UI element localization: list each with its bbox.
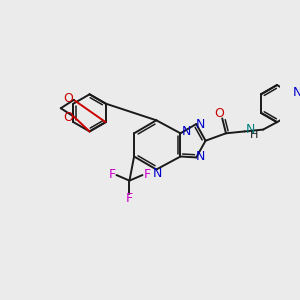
Text: N: N bbox=[182, 125, 191, 138]
Text: O: O bbox=[214, 107, 224, 120]
Text: N: N bbox=[293, 86, 300, 99]
Text: N: N bbox=[245, 123, 255, 136]
Text: N: N bbox=[153, 167, 162, 180]
Text: H: H bbox=[250, 130, 258, 140]
Text: F: F bbox=[143, 168, 151, 181]
Text: O: O bbox=[63, 92, 73, 106]
Text: F: F bbox=[108, 168, 116, 181]
Text: N: N bbox=[196, 150, 206, 163]
Text: N: N bbox=[196, 118, 206, 131]
Text: O: O bbox=[63, 111, 73, 124]
Text: F: F bbox=[126, 192, 133, 205]
